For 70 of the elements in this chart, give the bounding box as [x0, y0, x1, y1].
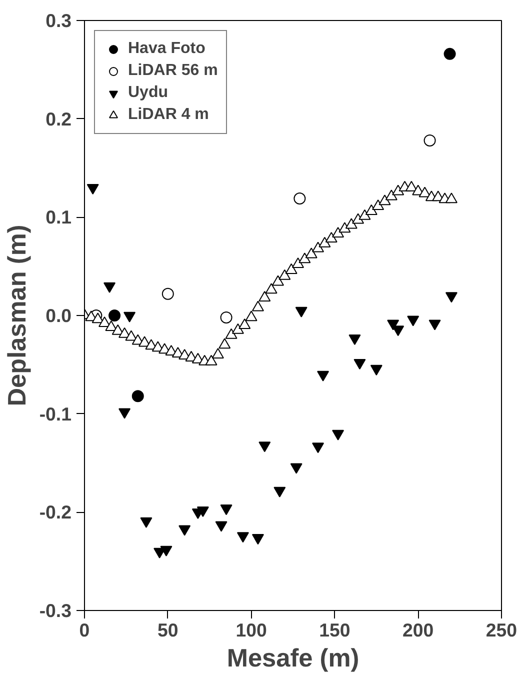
point [405, 180, 418, 192]
point [132, 390, 144, 402]
point [312, 242, 324, 252]
point [252, 534, 264, 545]
point [285, 263, 298, 274]
y-tick-label: 0.1 [46, 206, 72, 228]
point [196, 506, 209, 518]
point [238, 318, 251, 330]
point [92, 312, 104, 324]
point [215, 521, 228, 532]
point [392, 184, 404, 196]
point [220, 311, 232, 324]
point [245, 310, 258, 322]
point [232, 323, 244, 334]
y-tick-label: -0.2 [39, 502, 72, 523]
point [125, 330, 138, 341]
x-tick-label: 50 [158, 620, 178, 640]
x-tick-label: 0 [79, 620, 90, 640]
point [292, 258, 304, 268]
point [278, 269, 291, 280]
point [358, 209, 371, 220]
point [162, 288, 174, 300]
point [332, 227, 344, 238]
point [205, 354, 218, 366]
point [272, 275, 284, 286]
point [332, 430, 344, 440]
point [108, 310, 121, 322]
point [105, 320, 118, 331]
point [252, 300, 264, 312]
point [265, 283, 278, 294]
point [385, 190, 398, 200]
point [305, 248, 318, 258]
point [220, 504, 232, 516]
y-tick-label: -0.3 [39, 600, 72, 621]
point [290, 463, 302, 474]
y-tick-label: -0.1 [39, 403, 72, 424]
point [372, 200, 384, 210]
point [160, 546, 172, 556]
y-axis-title: Deplasman (m) [3, 224, 32, 406]
point [338, 222, 351, 233]
x-axis-title: Mesafe (m) [226, 644, 360, 672]
point [236, 532, 249, 543]
point [225, 328, 238, 339]
x-tick-label: 150 [319, 620, 350, 640]
point [218, 338, 231, 349]
point [312, 442, 324, 454]
point [140, 517, 152, 528]
point [445, 192, 458, 204]
y-tick-label: 0.2 [46, 108, 72, 130]
point [298, 252, 311, 264]
y-tick-label: 0.0 [46, 305, 72, 326]
legend-label: Hava Foto [128, 40, 206, 58]
point [258, 290, 271, 302]
point [274, 486, 286, 498]
legend-label: Uydu [128, 84, 168, 102]
point [212, 348, 224, 359]
point [365, 204, 378, 215]
x-tick-label: 250 [486, 620, 518, 640]
legend-label: LiDAR 56 m [128, 62, 218, 80]
y-tick-label: 0.3 [46, 10, 72, 31]
x-tick-label: 200 [402, 620, 434, 640]
point [318, 236, 331, 248]
x-tick-label: 100 [236, 620, 267, 640]
point [345, 218, 358, 229]
point [378, 194, 391, 206]
point [352, 213, 364, 224]
legend-label: LiDAR 4 m [128, 106, 209, 124]
point [325, 232, 338, 242]
point [178, 525, 191, 536]
point [258, 442, 271, 452]
